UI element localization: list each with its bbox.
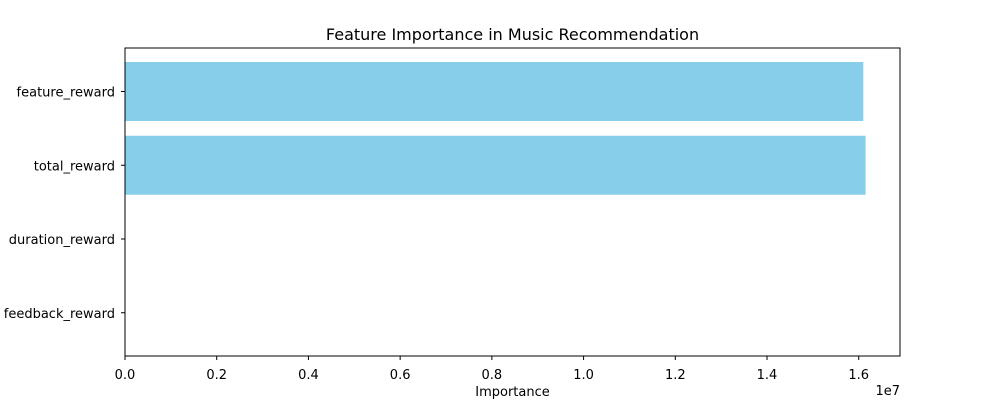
bars-layer: [125, 62, 866, 195]
x-tick-label: 1.0: [573, 368, 594, 383]
x-axis-scale-label: 1e7: [875, 384, 900, 399]
x-tick-label: 0.2: [206, 368, 227, 383]
x-tick-label: 0.6: [390, 368, 411, 383]
chart-title: Feature Importance in Music Recommendati…: [326, 25, 699, 44]
y-axis-ticks: feature_reward total_reward duration_rewar…: [4, 86, 125, 322]
y-tick-label: feature_reward: [17, 86, 115, 101]
bar-feature-reward: [125, 62, 864, 121]
x-tick-label: 1.2: [665, 368, 686, 383]
y-tick-label: total_reward: [34, 159, 115, 174]
x-tick-label: 1.6: [848, 368, 869, 383]
x-axis-ticks: 0.0 0.2 0.4 0.6 0.8 1.0 1.2 1.4 1.6: [115, 356, 869, 383]
bar-total-reward: [125, 135, 866, 195]
x-tick-label: 0.4: [298, 368, 319, 383]
x-tick-label: 0.8: [482, 368, 503, 383]
y-tick-label: duration_reward: [9, 233, 115, 248]
x-tick-label: 1.4: [757, 368, 778, 383]
plot-frame: [124, 47, 901, 357]
x-axis-label: Importance: [475, 385, 550, 400]
x-tick-label: 0.0: [115, 368, 136, 383]
y-tick-label: feedback_reward: [4, 307, 115, 322]
